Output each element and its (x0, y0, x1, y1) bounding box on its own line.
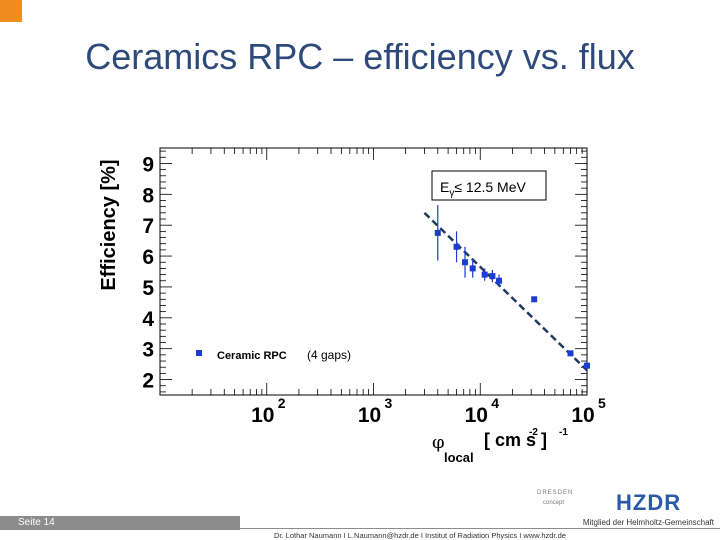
legend-marker (196, 350, 202, 356)
x-tick-exponent: 2 (278, 395, 286, 411)
annotation-rest: ≤ 12.5 MeV (454, 179, 526, 195)
page-number: Seite 14 (0, 516, 240, 530)
data-point (462, 259, 469, 266)
slide-title: Ceramics RPC – efficiency vs. flux (85, 36, 635, 77)
fit-line-group (423, 211, 588, 372)
annotation-E: E (440, 179, 449, 195)
dresden-logo-line2: concept (543, 500, 565, 506)
x-label-units: [ cm s ] (484, 430, 547, 450)
corner-accent (0, 0, 22, 22)
y-tick-label: 7 (142, 215, 154, 238)
data-point (434, 229, 441, 236)
x-tick-label: 10 (571, 404, 594, 427)
x-label-phi: φ (432, 432, 445, 453)
footer-credits: Dr. Lothar Naumann I L.Naumann@hzdr.de I… (274, 531, 566, 540)
x-axis-label: φ local [ cm s ] -2 -1 (432, 427, 568, 465)
y-tick-label: 5 (142, 277, 154, 300)
data-point (489, 273, 496, 280)
chart-axes (159, 147, 588, 396)
y-axis-label: Efficiency [%] (98, 159, 120, 290)
annotation-frame (431, 170, 547, 201)
y-tick-label: 3 (142, 339, 154, 362)
data-point (469, 265, 476, 272)
x-tick-label: 10 (251, 404, 274, 427)
y-tick-label: 9 (142, 153, 154, 176)
data-point (453, 243, 460, 250)
x-label-exp1: -2 (529, 427, 538, 438)
x-label-exp2: -1 (559, 427, 568, 438)
y-tick-label: 4 (142, 308, 154, 331)
x-tick-label: 10 (358, 404, 381, 427)
hzdr-logo: HZDR (616, 490, 682, 515)
y-tick-label: 8 (142, 184, 154, 207)
x-label-sub: local (444, 450, 474, 465)
x-tick-exponent: 4 (491, 395, 499, 411)
legend: Ceramic RPC (4 gaps) (196, 348, 351, 362)
annotation-sub: γ (449, 188, 454, 199)
member-text: Mitglied der Helmholtz-Gemeinschaft (582, 518, 714, 527)
fit-line (423, 211, 588, 372)
annotation-box: Eγ≤ 12.5 MeV (431, 170, 547, 201)
data-point (567, 350, 574, 357)
data-point (496, 277, 503, 284)
dresden-concept-logo: DRESDEN concept (533, 488, 593, 514)
y-tick-label: 2 (142, 370, 154, 393)
y-tick-label: 6 (142, 246, 154, 269)
data-point (481, 271, 488, 278)
annotation-text: Eγ≤ 12.5 MeV (440, 179, 527, 199)
data-point (584, 362, 590, 369)
x-tick-exponent: 5 (598, 395, 606, 411)
legend-suffix: (4 gaps) (307, 348, 351, 362)
data-point (531, 296, 538, 303)
dresden-logo-line1: DRESDEN (537, 490, 574, 496)
x-tick-label: 10 (465, 404, 488, 427)
x-tick-exponent: 3 (385, 395, 393, 411)
footer-divider (240, 528, 720, 529)
legend-label: Ceramic RPC (217, 350, 287, 362)
data-points (434, 205, 590, 369)
